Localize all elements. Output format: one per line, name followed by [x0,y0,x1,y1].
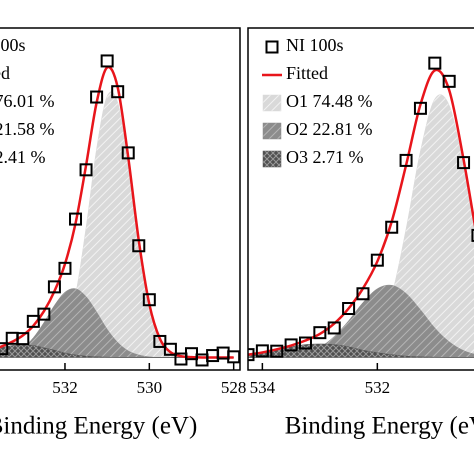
x-tick-label: 528 [221,378,247,397]
x-tick-label: 532 [365,378,391,397]
data-point [370,253,384,267]
data-point [457,156,471,170]
legend-text: Fitted [286,63,328,83]
data-point [356,287,370,301]
data-point [342,302,356,316]
legend-text: O3 2.41 % [0,147,46,167]
legend-text: O3 2.71 % [286,147,364,167]
x-tick-label: 530 [137,378,163,397]
data-point [90,90,104,104]
data-point [298,336,312,350]
data-point [206,349,220,363]
fitted-line [0,65,234,359]
data-point [100,54,114,68]
legend-text: NI 100s [286,35,344,55]
x-axis-label: Binding Energy (eV) [0,413,197,440]
plot-area [0,54,240,367]
data-point [227,350,240,364]
data-point [121,146,135,160]
data-point [79,163,93,177]
data-point [195,353,209,367]
data-point [58,261,72,275]
x-tick-label: 534 [250,378,276,397]
data-point [327,321,341,335]
data-point [214,351,225,362]
data-point [385,220,399,234]
plot-frame [247,27,474,371]
data-point [69,212,83,226]
data-point [399,153,413,167]
x-tick-label: 532 [52,378,78,397]
legend-text: NI 100s [0,35,26,55]
data-point [153,334,167,348]
fitted-line [248,68,474,356]
data-point [111,85,125,99]
legend-text: O2 22.81 % [286,119,373,139]
data-point [0,342,9,356]
legend-text: O2 21.58 % [0,119,55,139]
data-point [37,307,51,321]
data-point [313,326,327,340]
data-point [26,314,40,328]
data-point [16,332,30,346]
legend-text: Fitted [0,63,10,83]
legend-marker [262,122,282,140]
data-point [471,228,474,242]
legend-marker [262,150,282,168]
legend-marker [265,40,279,54]
plot-frame [0,27,241,371]
data-point [413,101,427,115]
panel: 534532530528Binding Energy (eV)NI 100sFi… [214,27,474,440]
data-point [428,56,442,70]
data-point [142,293,156,307]
data-point [442,74,456,88]
data-point [163,342,177,356]
data-point [270,344,284,358]
data-point [284,338,298,352]
x-axis-label: Binding Energy (eV) [285,413,474,440]
legend-text: O1 76.01 % [0,91,55,111]
legend-text: O1 74.48 % [286,91,373,111]
data-point [255,344,269,358]
legend-marker [262,94,282,112]
data-point [47,280,61,294]
plot-area [214,56,474,362]
data-point [248,348,255,362]
data-point [132,239,146,253]
panel: 534532530528Binding Energy (eV)NI 100sFi… [0,27,247,440]
